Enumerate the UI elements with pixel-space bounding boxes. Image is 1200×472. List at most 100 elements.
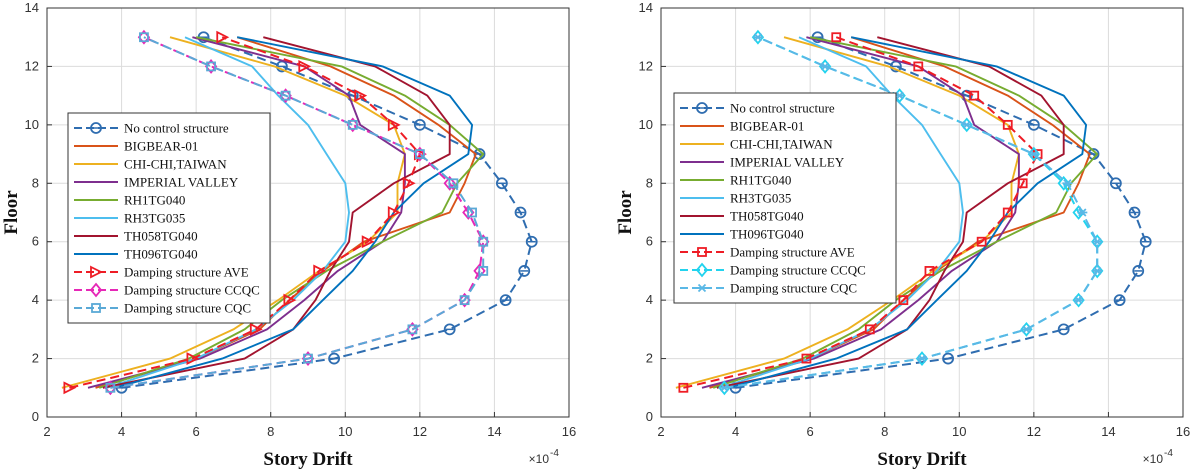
data-point: [478, 236, 489, 247]
data-point: [303, 353, 313, 364]
data-point: [105, 382, 116, 393]
plot-frame: [46, 7, 570, 418]
y-tick-label: 6: [646, 234, 653, 249]
legend-label: TH058TG040: [730, 209, 804, 224]
data-point: [514, 206, 527, 219]
data-point: [1027, 146, 1041, 162]
series-line: [712, 36, 1099, 389]
legend-label: TH096TG040: [124, 247, 198, 262]
data-point: [361, 235, 375, 249]
legend-label: Damping structure CCQC: [124, 283, 260, 298]
data-point: [347, 119, 358, 130]
y-tick-label: 2: [646, 351, 653, 366]
data-point: [820, 62, 831, 71]
y-tick-label: 8: [32, 175, 39, 190]
legend-marker: [696, 102, 708, 114]
data-point: [1072, 292, 1085, 308]
data-point: [443, 323, 456, 336]
legend-marker: [695, 262, 709, 278]
y-tick-label: 12: [639, 58, 653, 73]
y-tick-label: 6: [32, 234, 39, 249]
y-tick-label: 10: [25, 117, 39, 132]
y-tick-label: 0: [32, 409, 39, 424]
series-line: [69, 36, 421, 389]
data-point: [718, 380, 731, 396]
legend-label: No control structure: [124, 121, 229, 136]
data-point: [719, 383, 730, 392]
data-point: [915, 351, 929, 366]
data-point: [448, 178, 459, 189]
legend-label: Damping structure CQC: [730, 281, 857, 296]
series-line: [98, 36, 485, 389]
data-point: [478, 266, 489, 276]
y-tick-label: 0: [646, 409, 653, 424]
x-tick-label: 12: [413, 424, 427, 439]
data-point: [969, 90, 980, 101]
x-tick-label: 10: [338, 424, 352, 439]
y-tick-label: 14: [25, 0, 39, 15]
legend-label: Damping structure CQC: [124, 301, 251, 316]
data-point: [1092, 266, 1103, 276]
legend-label: Damping structure AVE: [730, 245, 855, 260]
data-point: [283, 293, 297, 307]
data-point: [1077, 208, 1088, 217]
data-point: [298, 59, 312, 73]
legend-marker: [89, 282, 103, 298]
data-point: [402, 176, 416, 190]
data-point: [495, 177, 508, 190]
x-exponent-power: -4: [1164, 448, 1173, 459]
legend-label: IMPERIAL VALLEY: [730, 155, 845, 170]
data-point: [1028, 149, 1039, 159]
data-point: [280, 90, 291, 101]
data-point: [1002, 119, 1013, 130]
x-tick-label: 6: [193, 424, 200, 439]
data-point: [407, 324, 418, 335]
legend-label: Damping structure AVE: [124, 265, 249, 280]
data-point: [1092, 237, 1103, 246]
legend-label: IMPERIAL VALLEY: [124, 175, 239, 190]
series-line: [683, 36, 1039, 389]
series-8: [678, 32, 1043, 393]
data-point: [499, 294, 512, 307]
data-point: [917, 354, 927, 363]
data-point: [387, 206, 401, 219]
data-point: [206, 61, 216, 72]
legend-marker: [91, 303, 101, 313]
x-axis-label: Story Drift: [877, 449, 967, 470]
data-point: [186, 352, 200, 366]
series-8: [63, 30, 427, 395]
data-point: [1057, 175, 1070, 191]
series-3: [701, 36, 1020, 389]
data-point: [831, 32, 842, 43]
data-point: [1073, 296, 1084, 305]
series-3: [87, 36, 406, 389]
data-point: [751, 29, 765, 45]
data-point: [249, 322, 263, 336]
data-point: [1062, 179, 1073, 188]
legend-label: RH1TG040: [730, 173, 791, 188]
x-exponent-base: ×10: [529, 452, 550, 466]
data-point: [354, 89, 368, 103]
data-point: [1139, 235, 1152, 248]
data-point: [1027, 118, 1040, 131]
data-point: [976, 236, 987, 247]
data-point: [413, 118, 426, 131]
data-point: [752, 33, 763, 42]
data-point: [1091, 263, 1104, 279]
x-tick-label: 8: [881, 424, 888, 439]
legend-marker: [90, 122, 102, 134]
data-point: [313, 264, 327, 278]
data-point: [1128, 206, 1141, 219]
data-point: [1113, 294, 1126, 307]
y-tick-label: 8: [646, 175, 653, 190]
legend-label: CHI-CHI,TAIWAN: [124, 157, 227, 172]
legend: No control structure BIGBEAR-01 CHI-CHI,TA…: [67, 112, 271, 324]
data-point: [864, 324, 875, 335]
data-point: [961, 120, 972, 129]
x-tick-label: 12: [1027, 424, 1041, 439]
data-point: [1002, 207, 1013, 218]
x-tick-label: 2: [657, 424, 664, 439]
x-tick-label: 4: [118, 424, 125, 439]
